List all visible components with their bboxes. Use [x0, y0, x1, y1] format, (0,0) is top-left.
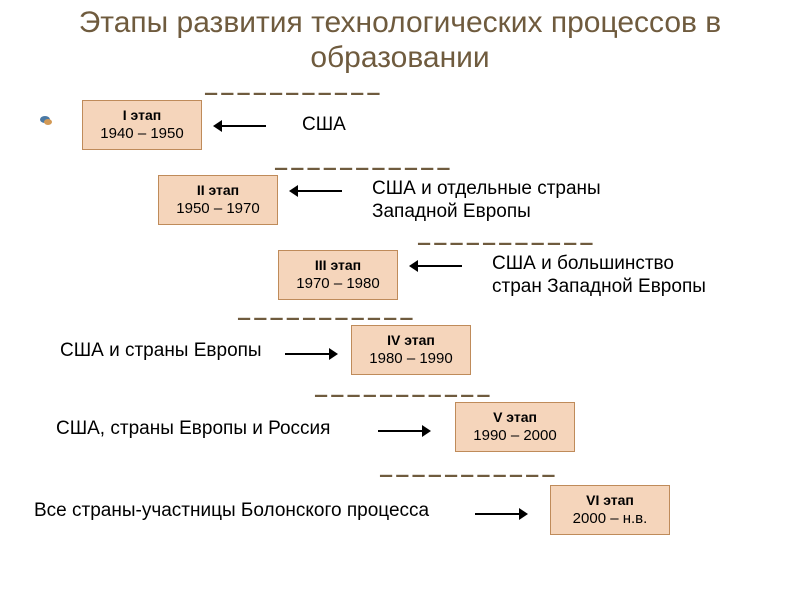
stage-years: 1970 – 1980: [296, 274, 379, 294]
slide-title: Этапы развития технологических процессов…: [0, 6, 800, 75]
divider-dashes-6: ‒‒‒‒‒‒‒‒‒‒‒: [380, 462, 559, 488]
stage-years: 1980 – 1990: [369, 349, 452, 369]
divider-dashes-1: ‒‒‒‒‒‒‒‒‒‒‒: [205, 80, 384, 106]
stage-years: 1950 – 1970: [176, 199, 259, 219]
arrow-6: [475, 508, 528, 520]
arrow-1: [213, 120, 266, 132]
stage-desc-2: США и отдельные страныЗападной Европы: [372, 178, 601, 224]
stage-box-4: IV этап1980 – 1990: [351, 325, 471, 375]
stage-title: III этап: [315, 256, 361, 274]
arrow-5: [378, 425, 431, 437]
stage-title: IV этап: [387, 331, 435, 349]
arrow-2: [289, 185, 342, 197]
stage-box-2: II этап1950 – 1970: [158, 175, 278, 225]
stage-box-6: VI этап2000 – н.в.: [550, 485, 670, 535]
stage-box-5: V этап1990 – 2000: [455, 402, 575, 452]
arrow-3: [409, 260, 462, 272]
stage-years: 2000 – н.в.: [573, 509, 648, 529]
stage-desc-1: США: [302, 114, 346, 137]
arrow-4: [285, 348, 338, 360]
slide-canvas: Этапы развития технологических процессов…: [0, 0, 800, 600]
stage-title: VI этап: [586, 491, 634, 509]
stage-years: 1990 – 2000: [473, 426, 556, 446]
stage-title: V этап: [493, 408, 537, 426]
stage-desc-3: США и большинствостран Западной Европы: [492, 253, 706, 299]
decorative-mark-icon: [44, 119, 52, 125]
stage-box-1: I этап1940 – 1950: [82, 100, 202, 150]
stage-box-3: III этап1970 – 1980: [278, 250, 398, 300]
stage-desc-5: США, страны Европы и Россия: [56, 418, 330, 441]
stage-title: I этап: [123, 106, 161, 124]
stage-years: 1940 – 1950: [100, 124, 183, 144]
stage-title: II этап: [197, 181, 239, 199]
stage-desc-4: США и страны Европы: [60, 340, 262, 363]
stage-desc-6: Все страны-участницы Болонского процесса: [34, 500, 429, 523]
